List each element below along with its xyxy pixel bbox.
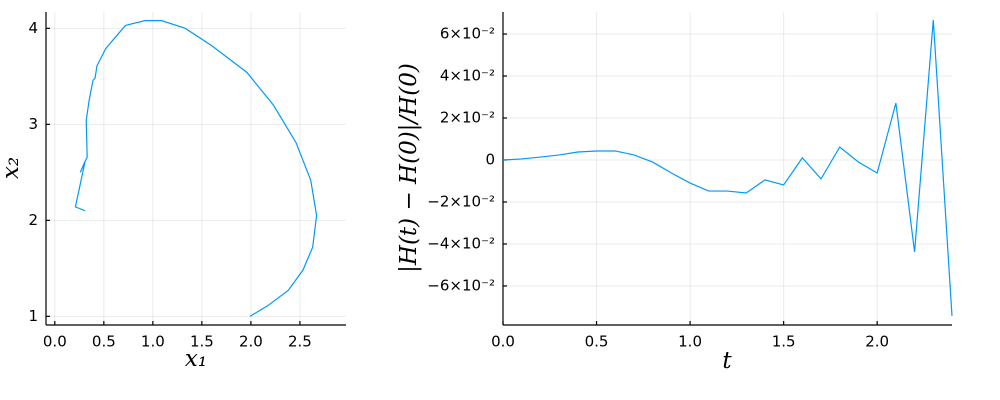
x-tick-label: 1.0	[141, 333, 165, 351]
y-tick-label: 4×10⁻²	[440, 67, 495, 85]
x-tick-label: 2.0	[865, 333, 889, 351]
x-tick-label: 0.0	[491, 333, 515, 351]
x-tick-label: 0.5	[92, 333, 116, 351]
x-tick-label: 0.5	[585, 333, 609, 351]
x-tick-label: 1.0	[678, 333, 702, 351]
y-tick-label: 2	[28, 211, 38, 229]
y-tick-label: 6×10⁻²	[440, 25, 495, 43]
data-line	[74, 20, 318, 317]
y-tick-label: −4×10⁻²	[427, 234, 495, 252]
y-tick-label: 0	[485, 150, 495, 168]
y-axis-label: x₂	[0, 157, 24, 179]
x-axis-label: t	[722, 348, 732, 374]
x-tick-label: 1.5	[190, 333, 214, 351]
x-tick-label: 1.5	[772, 333, 796, 351]
y-tick-label: 1	[28, 307, 38, 325]
subplot: 0.0 0.5 1.0 1.5 2.0 2.5 1 2 3 4 x₁ x₂	[0, 12, 346, 372]
x-axis-label: x₁	[185, 346, 207, 372]
x-tick-label: 2.0	[239, 333, 263, 351]
x-tick-label: 2.5	[288, 333, 312, 351]
data-line	[502, 19, 953, 317]
y-tick-label: −6×10⁻²	[427, 276, 495, 294]
y-tick-label: 3	[28, 115, 38, 133]
y-tick-label: −2×10⁻²	[427, 192, 495, 210]
y-tick-label: 4	[28, 19, 38, 37]
y-tick-label: 2×10⁻²	[440, 109, 495, 127]
subplot: 0.0 0.5 1.0 1.5 2.0 −6×10⁻² −4×10⁻² −2×10⁻² 0 2×1…	[396, 12, 953, 374]
y-axis-label: |H(t) − H(0)|/H(0)	[396, 63, 422, 273]
x-tick-label: 0.0	[43, 333, 67, 351]
